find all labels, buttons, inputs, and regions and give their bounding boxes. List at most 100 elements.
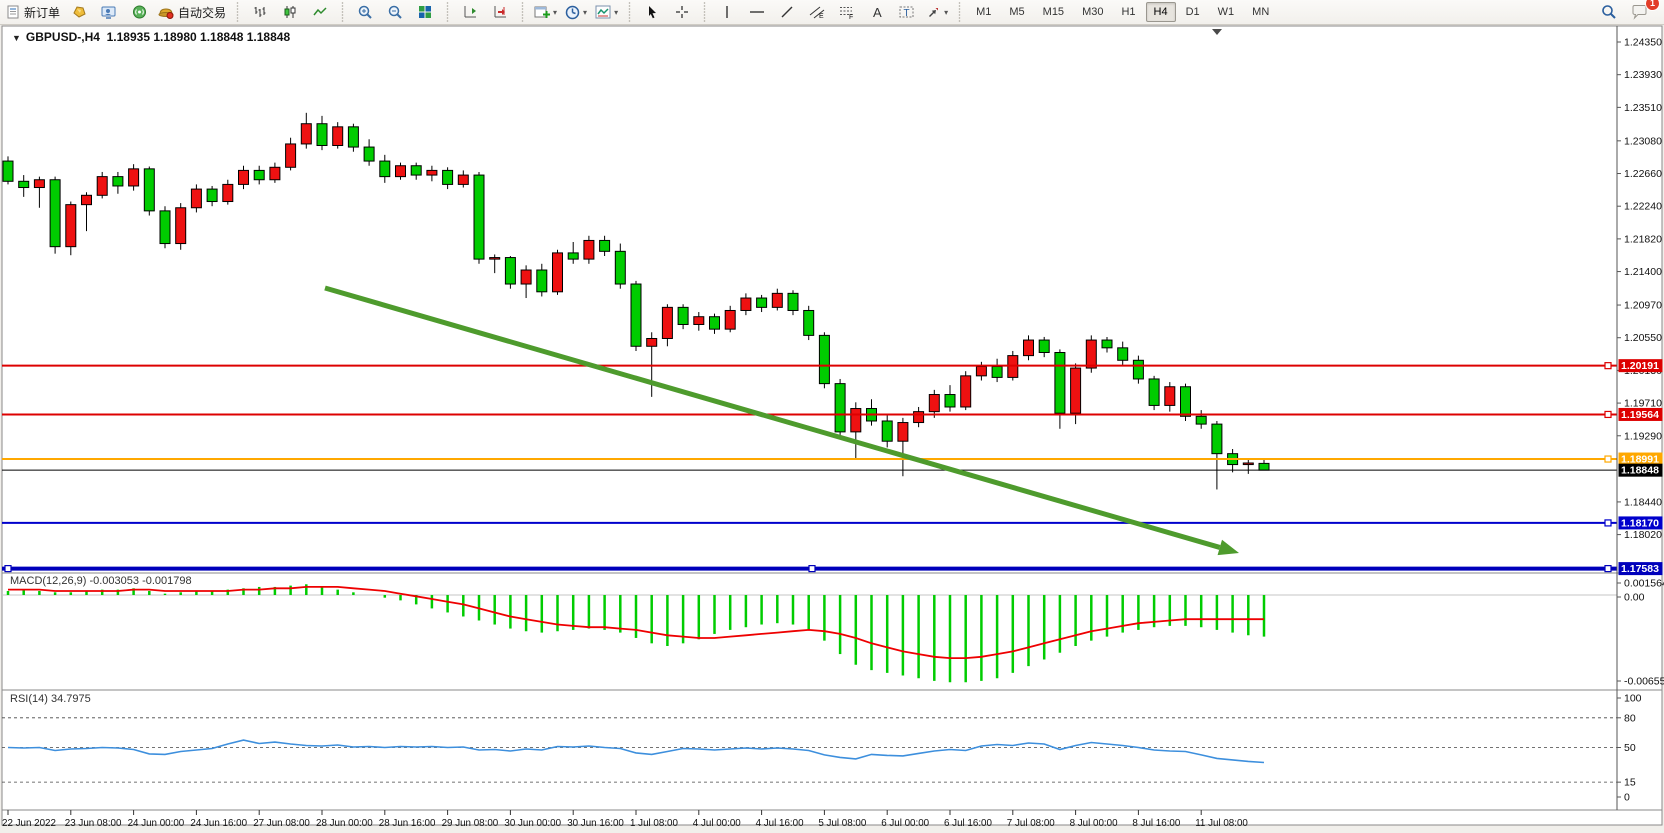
date-label: 6 Jul 00:00 (881, 818, 929, 829)
candle-body (504, 257, 516, 285)
timeframe-h4-button[interactable]: H4 (1145, 2, 1176, 22)
monitor-user-icon (101, 5, 117, 19)
new-chart-button[interactable]: ▾ (530, 0, 561, 24)
bar-chart-button[interactable] (245, 0, 275, 24)
line-chart-button[interactable] (305, 0, 335, 24)
svg-text:1.22660: 1.22660 (1624, 168, 1662, 180)
svg-text:F: F (849, 14, 853, 19)
candle-body (960, 375, 972, 408)
macd-axis-label: 0.001564 (1624, 578, 1664, 590)
candle-body (661, 306, 673, 339)
timeframe-m15-button[interactable]: M15 (1042, 6, 1065, 18)
candle-body (33, 179, 45, 189)
timeframe-mn-button[interactable]: MN (1252, 6, 1270, 18)
candle-body (567, 252, 579, 260)
signals-button[interactable] (124, 0, 154, 24)
market-watch-button[interactable] (64, 0, 94, 24)
candle-body (332, 126, 344, 147)
candle-body (81, 194, 92, 206)
candle-body (1211, 423, 1223, 455)
candle-body (881, 420, 893, 442)
candle-body (347, 126, 359, 148)
auto-scroll-button[interactable] (455, 0, 485, 24)
candle-body (1117, 347, 1129, 361)
date-label: 5 Jul 08:00 (818, 818, 866, 829)
tile-windows-button[interactable] (410, 0, 440, 24)
candle-body (709, 316, 720, 330)
trendline-button[interactable] (772, 0, 802, 24)
candle-body (583, 239, 595, 260)
candle-body (677, 306, 689, 325)
zoom-in-button[interactable] (350, 0, 380, 24)
candle-body (316, 123, 328, 147)
line-handle[interactable] (808, 565, 816, 573)
chevron-down-icon: ▾ (614, 7, 619, 17)
new-order-button-label: 新订单 (24, 5, 61, 20)
date-label: 11 Jul 08:00 (1195, 818, 1248, 829)
arrows-button[interactable]: ▾ (922, 0, 952, 24)
search-icon (1601, 4, 1617, 20)
candle-body (787, 292, 799, 311)
macd-axis-label: -0.006555 (1624, 676, 1664, 688)
candle-body (897, 422, 909, 442)
candle-body (269, 166, 281, 181)
text-label-icon: T (899, 5, 915, 19)
rsi-axis-label: 0 (1624, 792, 1630, 804)
crosshair-button[interactable] (667, 0, 697, 24)
indicators-button[interactable]: ▾ (591, 0, 622, 24)
svg-text:1.20550: 1.20550 (1624, 332, 1662, 344)
date-label: 4 Jul 00:00 (693, 818, 741, 829)
line-handle[interactable] (4, 565, 12, 573)
svg-text:1.23080: 1.23080 (1624, 135, 1662, 147)
chevron-down-icon: ▾ (553, 7, 558, 17)
label-button[interactable]: T (892, 0, 922, 24)
candle-body (1258, 462, 1270, 471)
horizontal-line-button[interactable] (742, 0, 772, 24)
zoom-out-button[interactable] (380, 0, 410, 24)
timeframe-h1-button[interactable]: H1 (1121, 6, 1136, 18)
period-button[interactable]: ▾ (561, 0, 591, 24)
cursor-button[interactable] (637, 0, 667, 24)
candle-body (1242, 462, 1254, 466)
text-button[interactable]: A (862, 0, 892, 24)
fibonacci-button[interactable]: F (832, 0, 862, 24)
svg-text:A: A (873, 5, 882, 19)
chart-shift-button[interactable] (485, 0, 515, 24)
candlestick-chart-button[interactable] (275, 0, 305, 24)
collapse-triangle-icon[interactable]: ▼ (12, 33, 21, 43)
timeframe-m30-button[interactable]: M30 (1082, 6, 1104, 18)
line-handle[interactable] (1604, 410, 1612, 419)
horizontal-line-icon (749, 5, 765, 19)
line-handle[interactable] (1604, 362, 1612, 370)
new-chart-icon (534, 5, 551, 19)
candle-body (1101, 339, 1113, 349)
candle-body (1132, 359, 1144, 380)
timeframe-w1-button[interactable]: W1 (1217, 6, 1235, 18)
trend-arrow-head[interactable] (1217, 539, 1239, 556)
terminal-button[interactable] (94, 0, 124, 24)
line-handle[interactable] (1604, 565, 1612, 573)
timeframe-m1-button[interactable]: M1 (976, 6, 992, 18)
search-button[interactable] (1594, 0, 1624, 24)
candle-body (457, 174, 469, 185)
date-label: 27 Jun 08:00 (253, 818, 310, 829)
channel-button[interactable]: E (802, 0, 832, 24)
vertical-line-button[interactable] (712, 0, 742, 24)
autotrading-button[interactable]: 自动交易 (154, 0, 230, 24)
timeframe-d1-button[interactable]: D1 (1185, 6, 1200, 18)
time-axis[interactable]: 22 Jun 2022 23 Jun 08:00 24 Jun 00:00 24 Ju… (2, 810, 1248, 829)
trend-arrow-line[interactable] (324, 285, 1221, 550)
line-handle[interactable] (1604, 519, 1612, 527)
candle-body (724, 309, 736, 330)
chat-button[interactable]: 1 (1624, 0, 1660, 24)
line-handle[interactable] (1604, 455, 1612, 463)
clock-icon (565, 5, 580, 20)
new-order-button[interactable]: 新订单 (2, 0, 64, 24)
candle-body (473, 174, 485, 260)
zoom-in-icon (358, 5, 373, 20)
date-label: 1 Jul 08:00 (630, 818, 678, 829)
chart-shift-marker-icon[interactable] (1212, 29, 1222, 35)
timeframe-m5-button[interactable]: M5 (1009, 6, 1025, 18)
candle-body (756, 297, 768, 308)
candlestick-icon (283, 5, 297, 19)
